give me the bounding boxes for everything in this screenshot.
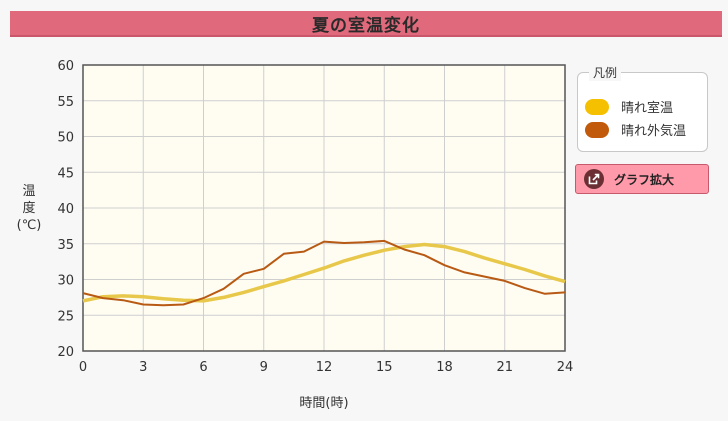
x-tick-label: 0 [79, 360, 87, 375]
zoom-graph-button[interactable]: グラフ拡大 [575, 164, 709, 194]
y-tick-label: 35 [57, 238, 74, 253]
series-line-outdoor [82, 239, 566, 307]
y-tick-label: 50 [57, 131, 74, 146]
external-link-icon [584, 169, 604, 189]
x-tick-label: 9 [260, 360, 268, 375]
legend-label-outdoor: 晴れ外気温 [621, 124, 687, 139]
plot-border [82, 64, 566, 352]
x-tick-label: 6 [199, 360, 207, 375]
y-axis-title-line: (℃) [16, 218, 42, 233]
y-axis-title: 温 度 (℃) [14, 183, 44, 234]
y-axis-title-line: 温 [22, 184, 36, 199]
x-tick-label: 24 [557, 360, 574, 375]
x-tick-label: 21 [496, 360, 513, 375]
y-tick-label: 25 [57, 309, 74, 324]
chart-title: 夏の室温変化 [312, 15, 420, 36]
y-tick-label: 45 [57, 166, 74, 181]
x-tick-label: 15 [376, 360, 393, 375]
series-line-indoor [82, 242, 566, 303]
chart-title-bar: 夏の室温変化 [10, 11, 722, 37]
legend-swatch-indoor [585, 98, 609, 115]
legend-item-outdoor[interactable]: 晴れ外気温 [585, 120, 686, 139]
legend-swatch-outdoor [585, 121, 609, 138]
legend: 凡例 晴れ室温 晴れ外気温 [577, 64, 708, 152]
y-tick-label: 60 [57, 59, 74, 74]
y-tick-label: 40 [57, 202, 74, 217]
x-axis-title: 時間(時) [299, 396, 349, 411]
y-tick-label: 55 [57, 95, 74, 110]
legend-item-indoor[interactable]: 晴れ室温 [585, 97, 673, 116]
y-tick-label: 20 [57, 345, 74, 360]
legend-label-indoor: 晴れ室温 [621, 101, 674, 116]
legend-title: 凡例 [589, 64, 622, 81]
y-tick-label: 30 [57, 274, 74, 289]
x-tick-label: 18 [436, 360, 453, 375]
x-tick-label: 12 [316, 360, 333, 375]
x-tick-label: 3 [139, 360, 147, 375]
zoom-button-label: グラフ拡大 [614, 172, 675, 187]
y-axis-title-line: 度 [22, 201, 36, 216]
